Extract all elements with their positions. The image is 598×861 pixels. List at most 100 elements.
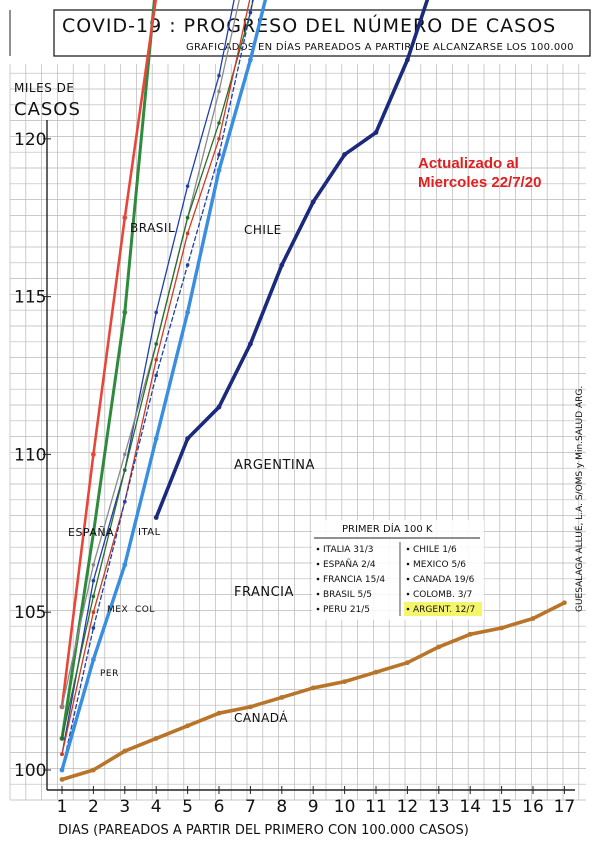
data-point	[60, 736, 64, 741]
series-label-brasil: BRASIL	[130, 221, 175, 235]
x-tick-label: 10	[334, 797, 356, 817]
data-point	[217, 89, 221, 94]
data-point	[91, 767, 96, 773]
y-tick-label: 120	[14, 130, 46, 150]
data-point	[185, 231, 190, 236]
data-point	[91, 657, 96, 662]
legend-entry: PERU 21/5	[323, 605, 370, 615]
data-point	[436, 644, 442, 650]
data-point	[405, 57, 410, 63]
legend-bullet	[316, 592, 320, 596]
data-point	[530, 616, 536, 621]
data-point	[60, 752, 64, 757]
legend-entry: ARGENT. 12/7	[413, 605, 475, 615]
legend-bullet	[406, 592, 410, 596]
series-label-canadá: CANADÁ	[234, 710, 288, 725]
data-point	[154, 357, 158, 362]
legend-entry: BRASIL 5/5	[323, 590, 372, 600]
data-point	[216, 710, 222, 716]
legend-bullet	[316, 607, 320, 611]
series-line-argentina	[60, 0, 268, 772]
data-point	[59, 767, 65, 773]
frame	[9, 9, 591, 791]
data-point	[123, 499, 127, 504]
legend-entry: ITALIA 31/3	[323, 545, 374, 555]
legend-entry: MEXICO 5/6	[413, 560, 466, 570]
data-point	[122, 309, 128, 315]
data-point	[310, 199, 316, 205]
data-point	[123, 452, 127, 457]
data-point	[185, 184, 190, 188]
chart-subtitle: GRAFICADOS EN DÍAS PAREADOS A PARTIR DE …	[186, 40, 574, 53]
data-point	[499, 625, 504, 631]
y-axis-label-line1: MILES DE	[14, 81, 74, 95]
data-point	[279, 262, 285, 268]
data-point	[373, 130, 379, 135]
series-line-chile	[61, 0, 235, 755]
x-tick-label: 14	[459, 797, 481, 817]
x-tick-label: 4	[151, 797, 162, 817]
data-point	[216, 404, 222, 410]
data-point	[91, 610, 96, 614]
series-line-brasil	[60, 0, 156, 740]
series-label-mex: MEX	[107, 605, 128, 615]
data-point	[217, 121, 221, 125]
legend-title: PRIMER DÍA 100 K	[342, 522, 433, 535]
legend-entry: FRANCIA 15/4	[323, 575, 385, 585]
legend: PRIMER DÍA 100 K ITALIA 31/3 CHILE 1/6 ESPA…	[312, 520, 484, 620]
data-point	[185, 436, 191, 442]
data-point	[154, 310, 158, 315]
series-line-mex	[61, 0, 254, 740]
data-point	[185, 215, 190, 220]
data-point	[123, 468, 127, 472]
x-tick-label: 2	[88, 797, 99, 817]
data-point	[60, 705, 64, 709]
x-tick-label: 17	[554, 797, 576, 817]
data-point	[185, 723, 191, 729]
x-tick-label: 12	[397, 797, 419, 817]
series-label-ital: ITAL	[138, 527, 161, 538]
chart-title: COVID-19 : PROGRESO DEL NÚMERO DE CASOS	[62, 13, 556, 37]
legend-entry: CHILE 1/6	[413, 545, 457, 555]
data-point	[91, 530, 96, 536]
legend-bullet	[406, 607, 410, 611]
data-point	[217, 137, 221, 141]
x-axis-label: DIAS (PAREADOS A PARTIR DEL PRIMERO CON …	[58, 823, 469, 838]
y-tick-label: 110	[14, 445, 46, 465]
data-point	[91, 563, 96, 567]
data-point	[185, 309, 191, 315]
data-point	[91, 626, 96, 630]
series-line-francia	[154, 0, 430, 520]
x-tick-label: 7	[245, 797, 256, 817]
data-point	[248, 57, 253, 63]
x-tick-label: 5	[182, 797, 193, 817]
data-point	[248, 10, 253, 15]
data-point	[217, 73, 221, 78]
legend-entry: ESPAÑA 2/4	[323, 559, 376, 570]
data-point	[373, 669, 379, 675]
legend-bullet	[316, 562, 320, 566]
source-note: GUESALAGA ALLUÉ, L.A. S/OMS y Min.SALUD …	[573, 386, 585, 612]
data-point	[310, 685, 316, 691]
legend-bullet	[316, 577, 320, 581]
series-label-chile: CHILE	[244, 223, 282, 237]
data-point	[279, 695, 285, 700]
data-point	[153, 436, 159, 442]
legend-bullet	[406, 562, 410, 566]
data-point	[91, 594, 96, 599]
data-point	[342, 152, 347, 157]
data-point	[154, 342, 158, 346]
x-tick-label: 3	[119, 797, 130, 817]
y-tick-label: 115	[14, 288, 46, 308]
update-note-line2: Miercoles 22/7/20	[418, 174, 541, 191]
data-point	[342, 679, 347, 685]
legend-bullet	[406, 547, 410, 551]
title-box	[53, 9, 591, 57]
legend-entry: COLOMB. 3/7	[413, 590, 472, 600]
data-point	[91, 578, 96, 583]
series-label-argentina: ARGENTINA	[234, 458, 315, 473]
series-lines: 20/7	[59, 0, 567, 782]
data-point	[59, 777, 65, 782]
data-point	[122, 215, 128, 221]
data-point	[122, 562, 128, 568]
